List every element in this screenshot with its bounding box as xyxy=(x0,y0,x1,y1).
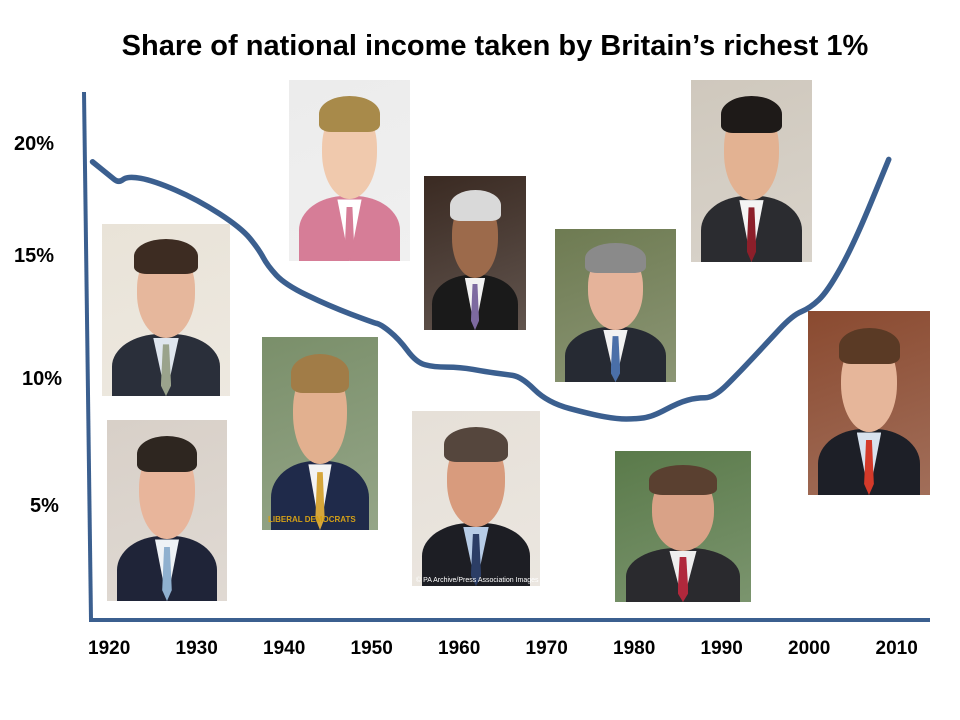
x-tick-label: 1960 xyxy=(438,638,480,659)
photo-man-parliament-bench xyxy=(615,451,751,602)
photo-man-navy-suit xyxy=(107,420,227,601)
photo-caption: © PA Archive/Press Association Images xyxy=(416,577,539,584)
x-tick-label: 1980 xyxy=(613,638,655,659)
photo-man-big-ben xyxy=(691,80,812,262)
y-tick-label: 10% xyxy=(22,368,62,390)
series-line xyxy=(89,156,892,422)
y-tick-label: 20% xyxy=(14,133,54,155)
y-tick-label: 15% xyxy=(14,245,54,267)
photo-man-pointing xyxy=(555,229,676,382)
x-tick-labels: 1920 1930 1940 1950 1960 1970 1980 1990 2000 2010 xyxy=(88,638,918,659)
photo-woman-pink-jacket xyxy=(289,80,410,261)
x-tick-label: 1990 xyxy=(701,638,743,659)
x-tick-label: 1920 xyxy=(88,638,130,659)
x-tick-label: 2010 xyxy=(876,638,918,659)
photo-man-glasses-purple-tie xyxy=(424,176,526,330)
photo-man-red-tie xyxy=(808,311,930,495)
y-tick-label: 5% xyxy=(30,495,59,517)
x-tick-label: 2000 xyxy=(788,638,830,659)
series-group xyxy=(89,156,892,422)
x-tick-label: 1970 xyxy=(526,638,568,659)
x-tick-label: 1930 xyxy=(176,638,218,659)
chart-title: Share of national income taken by Britai… xyxy=(121,30,869,62)
y-axis-line xyxy=(82,91,93,621)
photo-man-blue-shirt: © PA Archive/Press Association Images xyxy=(412,411,540,586)
photo-man-dark-suit xyxy=(102,224,230,396)
party-logo: LIBERAL DEMOCRATS xyxy=(268,515,356,524)
photo-man-yellow-tie: LIBERAL DEMOCRATS xyxy=(262,337,378,530)
x-tick-label: 1940 xyxy=(263,638,305,659)
x-tick-label: 1950 xyxy=(351,638,393,659)
axes xyxy=(82,91,930,622)
y-tick-labels: 5% 10% 15% 20% xyxy=(14,133,62,517)
